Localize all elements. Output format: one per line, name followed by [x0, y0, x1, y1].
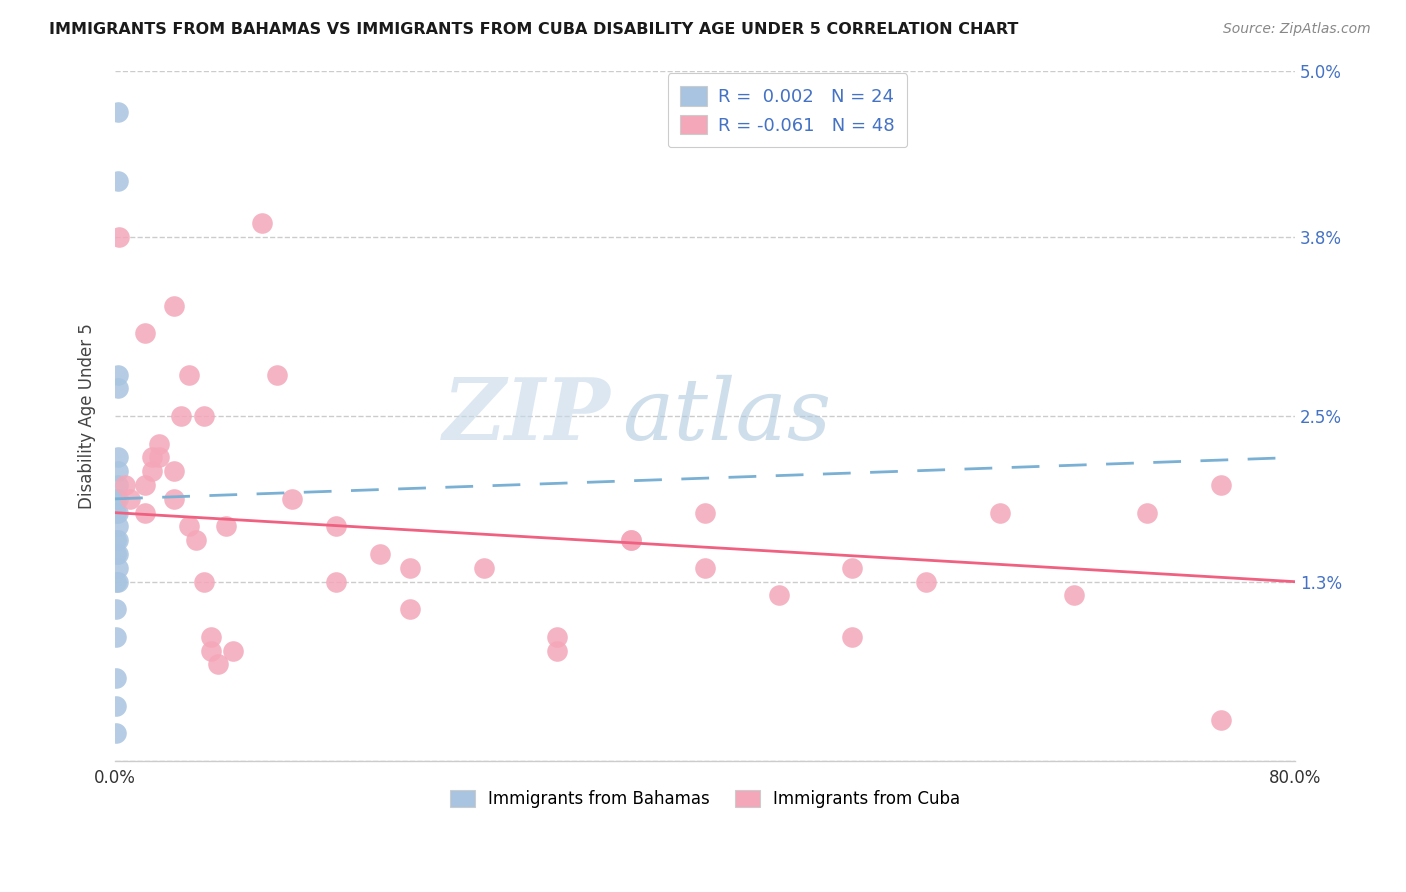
Point: [107, 368, 129, 382]
Point: [114, 478, 136, 492]
Point: [105, 533, 128, 548]
Text: atlas: atlas: [623, 375, 831, 458]
Point: [118, 491, 141, 506]
Point: [107, 561, 129, 575]
Point: [107, 491, 129, 506]
Point: [988, 506, 1011, 520]
Point: [107, 533, 129, 548]
Point: [105, 671, 128, 685]
Point: [163, 464, 186, 478]
Point: [214, 519, 236, 533]
Point: [768, 589, 790, 603]
Point: [105, 506, 128, 520]
Point: [163, 299, 186, 313]
Point: [184, 533, 207, 548]
Point: [325, 519, 347, 533]
Point: [693, 561, 716, 575]
Point: [170, 409, 193, 423]
Point: [105, 574, 128, 589]
Point: [546, 643, 568, 657]
Point: [1136, 506, 1159, 520]
Point: [915, 574, 938, 589]
Point: [107, 547, 129, 561]
Point: [222, 643, 245, 657]
Point: [105, 726, 128, 740]
Point: [1063, 589, 1085, 603]
Point: [472, 561, 495, 575]
Text: IMMIGRANTS FROM BAHAMAS VS IMMIGRANTS FROM CUBA DISABILITY AGE UNDER 5 CORRELATI: IMMIGRANTS FROM BAHAMAS VS IMMIGRANTS FR…: [49, 22, 1018, 37]
Point: [693, 506, 716, 520]
Text: Source: ZipAtlas.com: Source: ZipAtlas.com: [1223, 22, 1371, 37]
Legend: Immigrants from Bahamas, Immigrants from Cuba: Immigrants from Bahamas, Immigrants from…: [443, 783, 967, 815]
Point: [107, 478, 129, 492]
Point: [107, 105, 129, 120]
Point: [134, 478, 156, 492]
Y-axis label: Disability Age Under 5: Disability Age Under 5: [79, 323, 96, 509]
Point: [105, 547, 128, 561]
Point: [141, 464, 163, 478]
Point: [620, 533, 643, 548]
Point: [177, 519, 200, 533]
Point: [193, 409, 215, 423]
Point: [105, 630, 128, 644]
Point: [399, 561, 422, 575]
Point: [841, 630, 863, 644]
Point: [134, 506, 156, 520]
Point: [107, 506, 129, 520]
Point: [620, 533, 643, 548]
Point: [252, 216, 274, 230]
Point: [370, 547, 392, 561]
Point: [107, 464, 129, 478]
Point: [105, 491, 128, 506]
Point: [193, 574, 215, 589]
Point: [134, 326, 156, 341]
Point: [207, 657, 229, 672]
Point: [105, 602, 128, 616]
Point: [399, 602, 422, 616]
Point: [107, 519, 129, 533]
Point: [107, 382, 129, 396]
Point: [107, 450, 129, 465]
Text: ZIP: ZIP: [443, 375, 610, 458]
Point: [1209, 478, 1232, 492]
Point: [200, 643, 222, 657]
Point: [107, 174, 129, 188]
Point: [266, 368, 288, 382]
Point: [163, 491, 186, 506]
Point: [841, 561, 863, 575]
Point: [108, 229, 131, 244]
Point: [148, 450, 170, 465]
Point: [1209, 713, 1232, 727]
Point: [325, 574, 347, 589]
Point: [200, 630, 222, 644]
Point: [177, 368, 200, 382]
Point: [148, 436, 170, 450]
Point: [281, 491, 304, 506]
Point: [546, 630, 568, 644]
Point: [141, 450, 163, 465]
Point: [107, 574, 129, 589]
Point: [105, 698, 128, 713]
